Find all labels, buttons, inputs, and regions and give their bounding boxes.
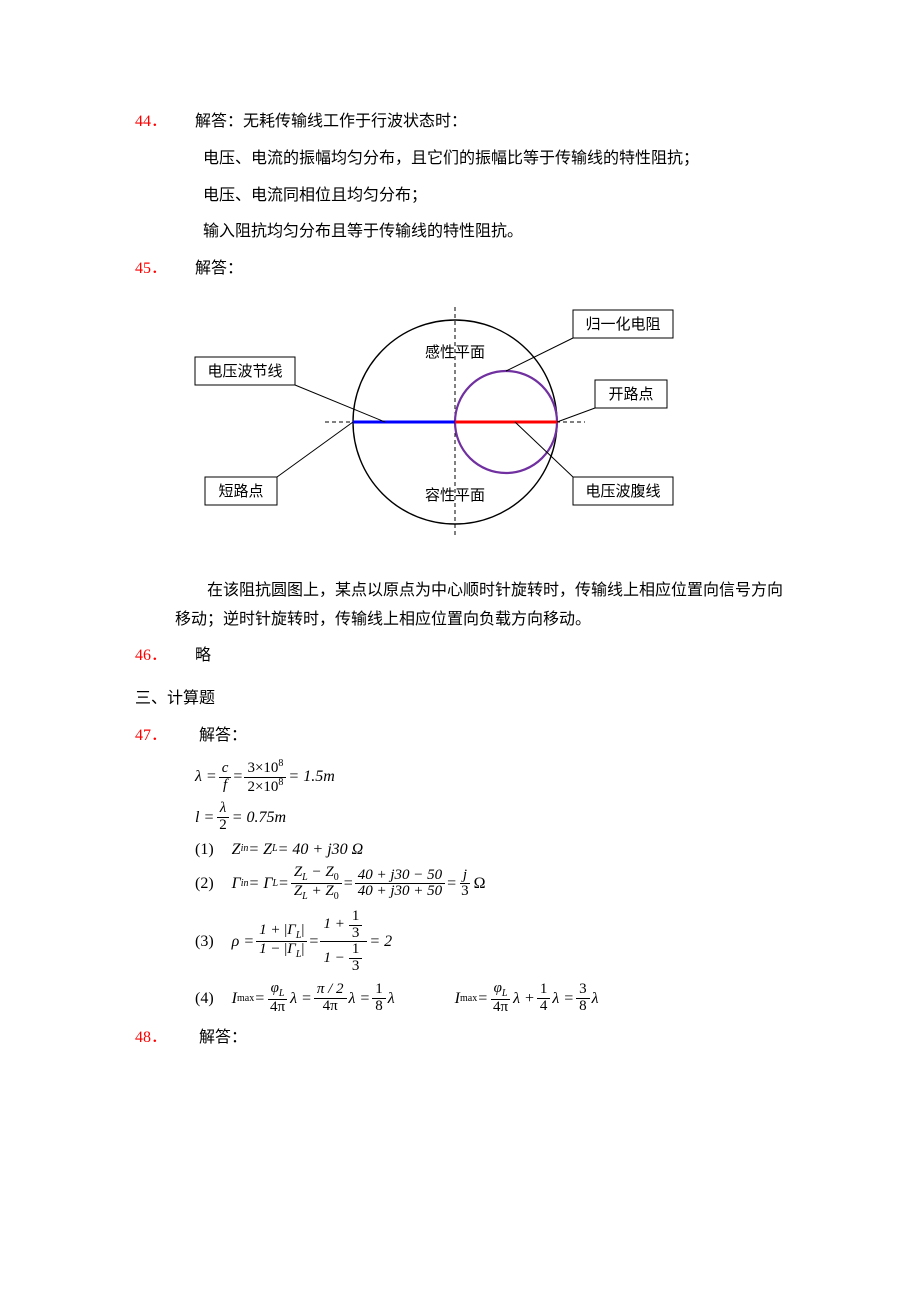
q47-l-rhs: = 0.75m — [232, 808, 286, 827]
q46-line: 46． 略 — [135, 642, 785, 671]
q45-line1: 45． 解答： — [135, 255, 785, 284]
q48-number: 48． — [135, 1029, 167, 1046]
q45-lead: 解答： — [195, 260, 243, 277]
svg-text:归一化电阻: 归一化电阻 — [585, 316, 660, 333]
q47-p3: (3) ρ = 1 + ΓL 1 − ΓL = 1 + 13 1 − 13 = … — [195, 909, 785, 975]
q44-body-2: 电压、电流同相位且均匀分布； — [203, 182, 785, 211]
q47-number: 47． — [135, 727, 167, 744]
q47-lambda-rhs: = 1.5m — [288, 767, 334, 786]
svg-text:短路点: 短路点 — [218, 483, 263, 500]
q45-number: 45． — [135, 260, 167, 277]
frac-zl-z0: ZL − Z0 ZL + Z0 — [291, 865, 342, 903]
q44-body-3: 输入阻抗均匀分布且等于传输线的特性阻抗。 — [203, 218, 785, 247]
q44-lead: 解答：无耗传输线工作于行波状态时： — [195, 113, 467, 130]
q47-p1: (1) Zin = ZL = 40 + j30 Ω — [195, 840, 785, 859]
frac-1plus13: 1 + 13 1 − 13 — [320, 909, 367, 975]
frac-gamma: 1 + ΓL 1 − ΓL — [256, 923, 307, 961]
svg-text:容性平面: 容性平面 — [425, 487, 485, 504]
q47-line1: 47． 解答： — [135, 722, 785, 751]
q47-p4: (4) Imax = φL4π λ = π / 24π λ = 18 λ Ima… — [195, 981, 785, 1016]
q47-math: λ = c f = 3×108 2×108 = 1.5m l = λ 2 = 0… — [195, 759, 785, 1016]
frac-40j30: 40 + j30 − 50 40 + j30 + 50 — [355, 868, 445, 901]
q44-body-1: 电压、电流的振幅均匀分布，且它们的振幅比等于传输线的特性阻抗； — [203, 145, 785, 174]
frac-lambda-2: λ 2 — [216, 801, 230, 834]
svg-text:开路点: 开路点 — [608, 386, 653, 403]
q47-lambda: λ = c f = 3×108 2×108 = 1.5m — [195, 759, 785, 796]
q44-line1: 44． 解答：无耗传输线工作于行波状态时： — [135, 108, 785, 137]
q46-number: 46． — [135, 647, 167, 664]
q48-lead: 解答： — [199, 1029, 247, 1046]
q48-line: 48． 解答： — [135, 1024, 785, 1053]
q47-p2: (2) Γin = ΓL = ZL − Z0 ZL + Z0 = 40 + j3… — [195, 865, 785, 903]
q46-text: 略 — [195, 647, 211, 664]
section-3-title: 三、计算题 — [135, 685, 785, 714]
smith-chart-svg: 感性平面容性平面 电压波节线短路点 归一化电阻开路点电压波腹线 — [175, 302, 675, 552]
q44-number: 44． — [135, 113, 167, 130]
q47-l-lhs: l = — [195, 808, 214, 827]
frac-j-3: j 3 — [458, 868, 472, 901]
svg-text:感性平面: 感性平面 — [425, 344, 485, 361]
q47-l: l = λ 2 = 0.75m — [195, 801, 785, 834]
frac-3e8-2e8: 3×108 2×108 — [244, 759, 286, 796]
svg-text:电压波节线: 电压波节线 — [207, 363, 282, 380]
q45-description: 在该阻抗圆图上，某点以原点为中心顺时针旋转时，传输线上相应位置向信号方向移动；逆… — [175, 577, 785, 635]
svg-text:电压波腹线: 电压波腹线 — [585, 483, 660, 500]
q47-lead: 解答： — [199, 727, 247, 744]
frac-c-f: c f — [219, 761, 232, 794]
smith-chart-diagram: 感性平面容性平面 电压波节线短路点 归一化电阻开路点电压波腹线 — [175, 302, 785, 563]
q47-lambda-lhs: λ = — [195, 767, 217, 786]
